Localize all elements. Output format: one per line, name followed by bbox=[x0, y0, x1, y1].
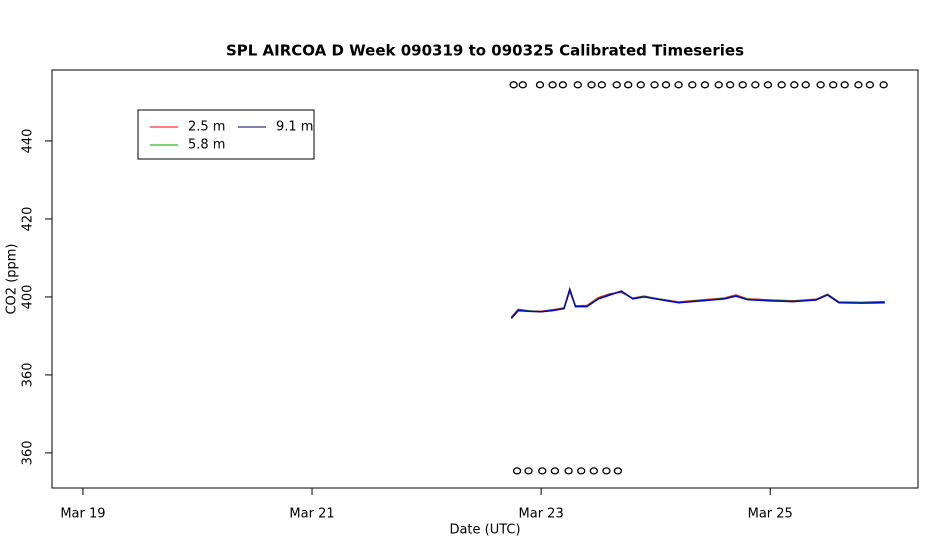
flag-marker bbox=[816, 81, 825, 89]
flag-marker bbox=[597, 81, 606, 89]
legend-box bbox=[137, 109, 315, 160]
x-tick-label: Mar 21 bbox=[289, 507, 334, 522]
flag-marker bbox=[624, 81, 633, 89]
flag-marker bbox=[612, 81, 621, 89]
flag-marker bbox=[700, 81, 710, 89]
x-axis-label: Date (UTC) bbox=[449, 523, 520, 538]
y-tick-label: 360 bbox=[21, 440, 36, 465]
series-line bbox=[510, 287, 885, 319]
flag-marker bbox=[518, 81, 527, 89]
flag-marker bbox=[613, 467, 623, 475]
flag-marker bbox=[840, 81, 849, 89]
y-tick-label: 440 bbox=[21, 129, 36, 154]
x-tick-label: Mar 25 bbox=[748, 507, 793, 522]
flag-marker bbox=[535, 81, 545, 89]
flag-marker bbox=[751, 81, 760, 89]
flag-marker bbox=[550, 467, 560, 475]
flag-marker bbox=[790, 81, 799, 89]
flag-marker bbox=[865, 81, 875, 89]
flag-marker bbox=[636, 81, 645, 89]
legend-label: 2.5 m bbox=[188, 120, 225, 135]
y-tick-label: 400 bbox=[21, 285, 36, 310]
flag-marker bbox=[801, 81, 810, 89]
legend-label: 9.1 m bbox=[276, 120, 313, 135]
flag-marker bbox=[738, 81, 747, 89]
flag-marker bbox=[777, 81, 786, 89]
flag-marker bbox=[509, 81, 518, 89]
flag-marker bbox=[558, 81, 568, 89]
flag-marker bbox=[589, 467, 598, 475]
flag-marker bbox=[879, 81, 888, 89]
flag-marker bbox=[587, 81, 596, 89]
flag-marker bbox=[714, 81, 723, 89]
flag-marker bbox=[688, 81, 697, 89]
plot-frame bbox=[51, 69, 919, 489]
flag-marker bbox=[524, 467, 533, 475]
flag-marker bbox=[538, 467, 547, 475]
flag-marker bbox=[573, 81, 582, 89]
flag-marker bbox=[829, 81, 838, 89]
y-axis-label: CO2 (ppm) bbox=[5, 243, 20, 314]
flag-marker bbox=[725, 81, 735, 89]
flag-marker bbox=[661, 81, 671, 89]
flag-marker bbox=[854, 81, 863, 89]
flag-marker bbox=[548, 81, 557, 89]
flag-marker bbox=[564, 467, 573, 475]
chart-title: SPL AIRCOA D Week 090319 to 090325 Calib… bbox=[226, 42, 744, 60]
flag-marker bbox=[577, 467, 586, 475]
flag-marker bbox=[650, 81, 659, 89]
x-tick-label: Mar 19 bbox=[60, 507, 105, 522]
series-line bbox=[510, 286, 885, 319]
x-tick-label: Mar 23 bbox=[519, 507, 564, 522]
legend-label: 5.8 m bbox=[188, 138, 225, 153]
flag-marker bbox=[674, 81, 683, 89]
flag-marker bbox=[602, 467, 611, 475]
flag-marker bbox=[763, 81, 773, 89]
y-tick-label: 420 bbox=[21, 207, 36, 232]
flag-marker bbox=[512, 467, 522, 475]
y-tick-label: 360 bbox=[21, 363, 36, 388]
